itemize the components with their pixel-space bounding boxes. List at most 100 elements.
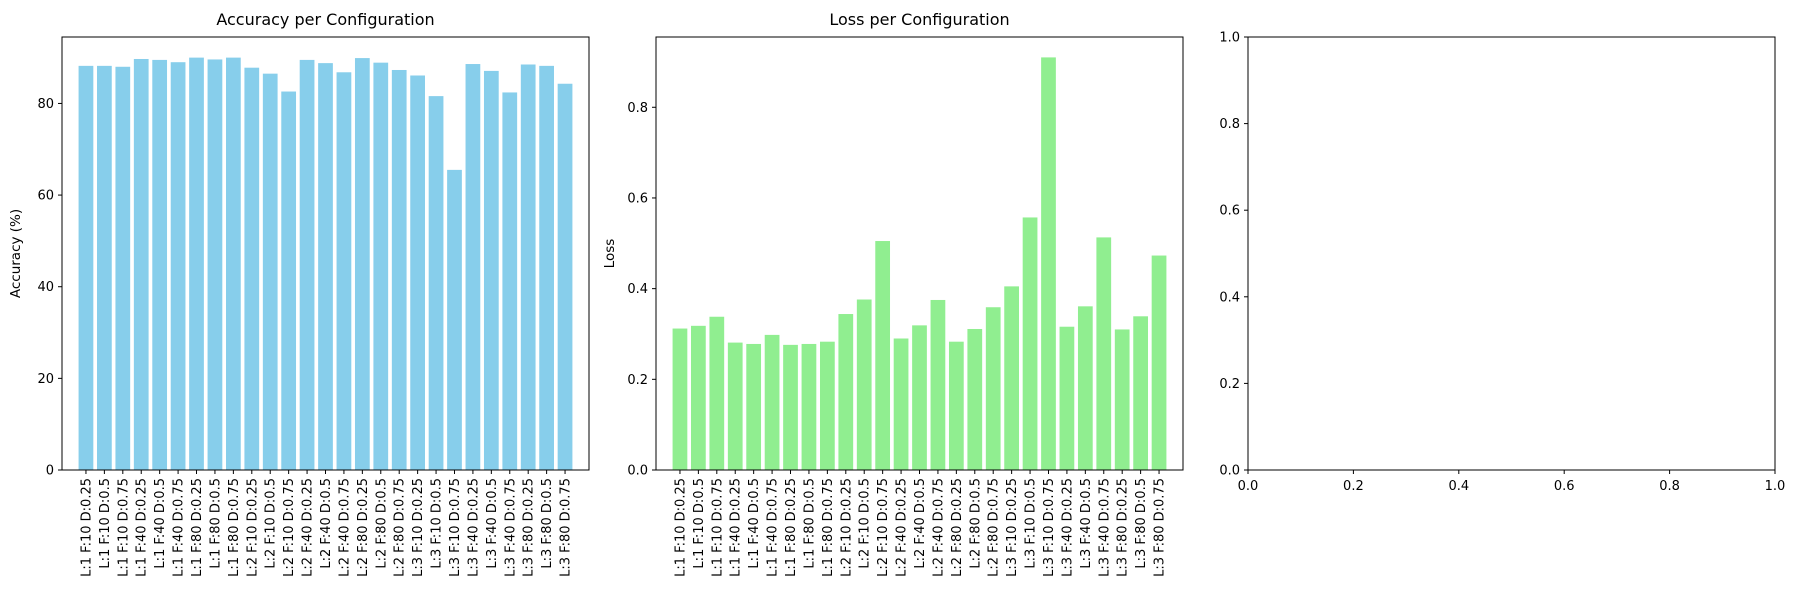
loss-y-tick-label: 0.6 [627, 191, 648, 206]
accuracy-x-tick-label: L:1 F:80 D:0.25 [190, 478, 205, 577]
accuracy-x-tick-label: L:1 F:80 D:0.75 [227, 478, 242, 577]
accuracy-bar [207, 59, 223, 470]
loss-bar [691, 325, 706, 470]
accuracy-x-tick-label: L:2 F:10 D:0.25 [245, 478, 260, 577]
empty-x-tick-label: 1.0 [1765, 479, 1786, 494]
accuracy-chart: L:1 F:10 D:0.25 L:1 F:10 D:0.5 L:1 F:10 D:… [8, 10, 590, 577]
accuracy-bar [152, 59, 168, 470]
loss-bar [727, 342, 743, 470]
accuracy-x-tick-label: L:2 F:80 D:0.5 [374, 478, 389, 569]
accuracy-x-tick-label: L:3 F:10 D:0.25 [411, 478, 426, 577]
accuracy-bar [520, 64, 536, 471]
accuracy-bar [299, 59, 315, 470]
loss-bar [746, 343, 762, 470]
accuracy-y-tick-label: 40 [37, 280, 54, 295]
accuracy-x-tick-label: L:3 F:10 D:0.5 [430, 478, 445, 569]
loss-x-tick-label: L:2 F:40 D:0.75 [931, 478, 946, 577]
loss-x-tick-label: L:3 F:80 D:0.5 [1134, 478, 1149, 569]
loss-bar [1059, 326, 1075, 470]
accuracy-y-tick-label: 0 [46, 464, 54, 479]
accuracy-x-tick-label: L:3 F:40 D:0.75 [503, 478, 518, 577]
accuracy-bar [133, 58, 149, 471]
accuracy-x-tick-label: L:3 F:10 D:0.75 [448, 478, 463, 577]
accuracy-x-tick-label: L:2 F:80 D:0.25 [356, 478, 371, 577]
empty-chart: 0.0 0.2 0.4 0.6 0.8 1.0 0.0 0.2 0.4 0.6 0.8 1.0 [1219, 31, 1785, 495]
accuracy-bar [373, 62, 389, 470]
accuracy-x-tick-label: L:1 F:10 D:0.75 [116, 478, 131, 577]
accuracy-bar [244, 67, 260, 470]
loss-y-tick-label: 0.4 [627, 282, 648, 297]
loss-y-tick-label: 0.0 [627, 464, 648, 479]
empty-x-tick-label: 0.6 [1554, 479, 1575, 494]
loss-bar [875, 241, 891, 470]
loss-bar [948, 341, 964, 470]
accuracy-bar [336, 72, 352, 470]
accuracy-x-tick-label: L:1 F:40 D:0.25 [135, 478, 150, 577]
loss-bar [967, 328, 983, 470]
accuracy-y-tick-label: 20 [37, 372, 54, 387]
loss-axes-frame [655, 36, 1184, 471]
loss-bar [1114, 329, 1130, 470]
loss-x-tick-label: L:2 F:40 D:0.25 [895, 478, 910, 577]
loss-x-tick-label: L:1 F:40 D:0.5 [747, 478, 762, 569]
loss-bar [783, 344, 798, 470]
loss-x-tick-label: L:3 F:80 D:0.25 [1116, 478, 1131, 577]
accuracy-bar [465, 64, 481, 470]
accuracy-x-tick-label: L:1 F:40 D:0.5 [153, 478, 168, 569]
accuracy-chart-title: Accuracy per Configuration [216, 10, 434, 29]
loss-x-tick-label: L:2 F:10 D:0.25 [839, 478, 854, 577]
loss-bar [1077, 306, 1093, 470]
empty-axes-frame [1247, 36, 1776, 471]
empty-y-tick-label: 0.6 [1219, 204, 1240, 219]
accuracy-bar [428, 96, 444, 471]
loss-x-tick-label: L:3 F:10 D:0.5 [1024, 478, 1039, 569]
loss-bar [930, 299, 946, 470]
accuracy-x-tick-label: L:1 F:10 D:0.25 [79, 478, 94, 577]
loss-bar [801, 343, 817, 470]
loss-y-axis-label: Loss [602, 239, 618, 269]
loss-chart-title: Loss per Configuration [829, 10, 1009, 29]
accuracy-bar [189, 57, 204, 471]
loss-x-tick-label: L:2 F:80 D:0.5 [968, 478, 983, 569]
accuracy-x-tick-label: L:1 F:10 D:0.5 [98, 478, 113, 569]
empty-y-tick-label: 0.8 [1219, 117, 1240, 132]
loss-x-tick-label: L:1 F:10 D:0.5 [692, 478, 707, 569]
accuracy-x-tick-label: L:3 F:80 D:0.75 [559, 478, 574, 577]
accuracy-x-tick-label: L:3 F:80 D:0.25 [522, 478, 537, 577]
loss-bar [856, 299, 872, 470]
accuracy-bar [502, 92, 518, 470]
accuracy-bar [226, 57, 241, 471]
empty-x-tick-label: 0.8 [1659, 479, 1680, 494]
accuracy-y-axis-label: Accuracy (%) [8, 209, 24, 298]
loss-bar [912, 325, 927, 470]
accuracy-bar [483, 70, 499, 470]
loss-x-tick-label: L:1 F:10 D:0.75 [710, 478, 725, 577]
loss-bar [1133, 316, 1148, 470]
loss-x-tick-label: L:2 F:40 D:0.5 [913, 478, 928, 569]
loss-bar [838, 314, 854, 470]
loss-bar [1041, 57, 1056, 471]
accuracy-x-tick-label: L:2 F:40 D:0.75 [337, 478, 352, 577]
loss-x-tick-label: L:1 F:10 D:0.25 [673, 478, 688, 577]
loss-x-tick-label: L:3 F:80 D:0.75 [1153, 478, 1168, 577]
loss-y-tick-label: 0.8 [627, 101, 648, 116]
accuracy-axes-frame [61, 36, 590, 471]
loss-y-tick-label: 0.2 [627, 373, 648, 388]
accuracy-bar [318, 63, 333, 471]
loss-bar [985, 307, 1001, 470]
accuracy-bar [539, 65, 554, 471]
accuracy-bar [281, 91, 297, 470]
loss-bar [1096, 237, 1112, 470]
accuracy-bar [557, 83, 573, 471]
loss-x-tick-label: L:3 F:40 D:0.25 [1060, 478, 1075, 577]
loss-bar [764, 334, 780, 470]
loss-x-tick-label: L:1 F:40 D:0.25 [729, 478, 744, 577]
loss-x-tick-label: L:3 F:10 D:0.75 [1042, 478, 1057, 577]
loss-x-tick-label: L:3 F:10 D:0.25 [1005, 478, 1020, 577]
accuracy-bar [115, 66, 131, 470]
empty-x-tick-label: 0.0 [1238, 479, 1259, 494]
empty-y-tick-label: 1.0 [1219, 31, 1240, 46]
loss-bar [1004, 286, 1019, 470]
accuracy-bar [97, 65, 112, 471]
